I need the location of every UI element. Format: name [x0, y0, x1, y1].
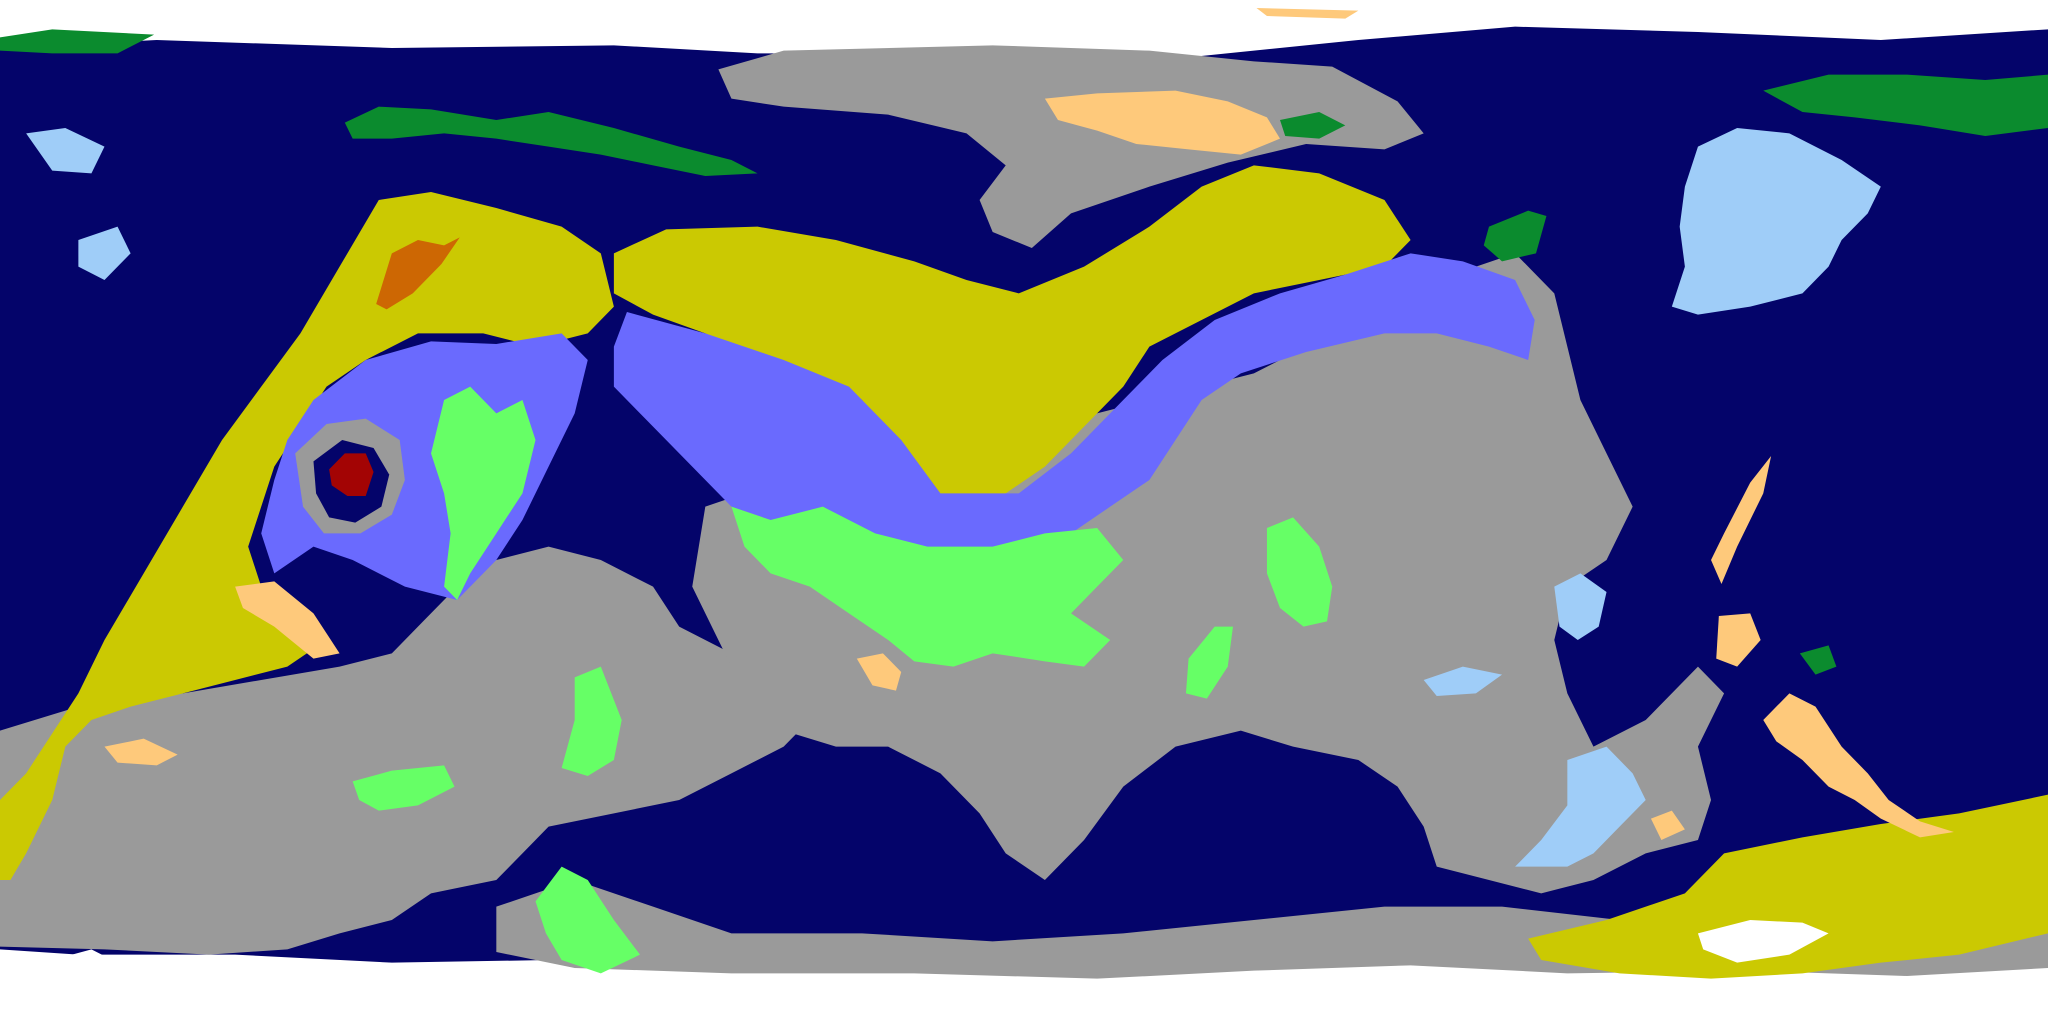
sand-east-strip — [1711, 456, 1772, 584]
lightgreen-island-1 — [1266, 517, 1333, 627]
darkgreen-north-3 — [1763, 74, 2048, 136]
darkgreen-north-5 — [1280, 112, 1346, 139]
darkgreen-north-1 — [344, 106, 758, 176]
sand-south-tiny — [1650, 810, 1685, 840]
lightblue-west-2 — [78, 226, 131, 280]
south-ice-patch-1 — [1697, 920, 1829, 963]
arctic-gray-north — [718, 45, 1424, 249]
sand-east-island — [1716, 613, 1761, 667]
lightgreen-island-4 — [352, 765, 455, 811]
west-olive-landmass — [0, 192, 614, 880]
south-ice-patch-2 — [52, 949, 118, 976]
west-lightgreen-region — [431, 386, 536, 600]
sand-north-strip — [1256, 8, 1359, 19]
lightblue-east-2 — [1515, 746, 1646, 867]
lightblue-east-3 — [1423, 666, 1503, 696]
sand-southwest — [104, 738, 178, 766]
darkgreen-island-east — [1799, 645, 1837, 675]
lightblue-west-1 — [26, 128, 105, 174]
central-olive-arc — [613, 165, 1411, 502]
central-lightgreen-region — [731, 506, 1124, 667]
lightgreen-island-5 — [535, 866, 640, 974]
central-periwinkle-band — [613, 253, 1535, 561]
sand-southeast — [1763, 693, 1954, 838]
darkgreen-north-2 — [0, 29, 155, 54]
darkgreen-north-4 — [1483, 210, 1547, 262]
burntorange-patch — [376, 237, 460, 310]
southern-gray-landmass — [0, 546, 810, 955]
southeast-olive-landmass — [1528, 794, 2048, 979]
sand-north — [1044, 90, 1280, 155]
central-gray-continent — [692, 253, 1725, 894]
lightgreen-island-2 — [1185, 626, 1233, 699]
darkred-core — [329, 453, 374, 496]
lightblue-northeast — [1671, 128, 1881, 315]
lightblue-east-1 — [1554, 573, 1607, 640]
sand-west — [235, 581, 340, 659]
lightgreen-island-3 — [561, 666, 622, 776]
sand-central — [856, 653, 902, 691]
